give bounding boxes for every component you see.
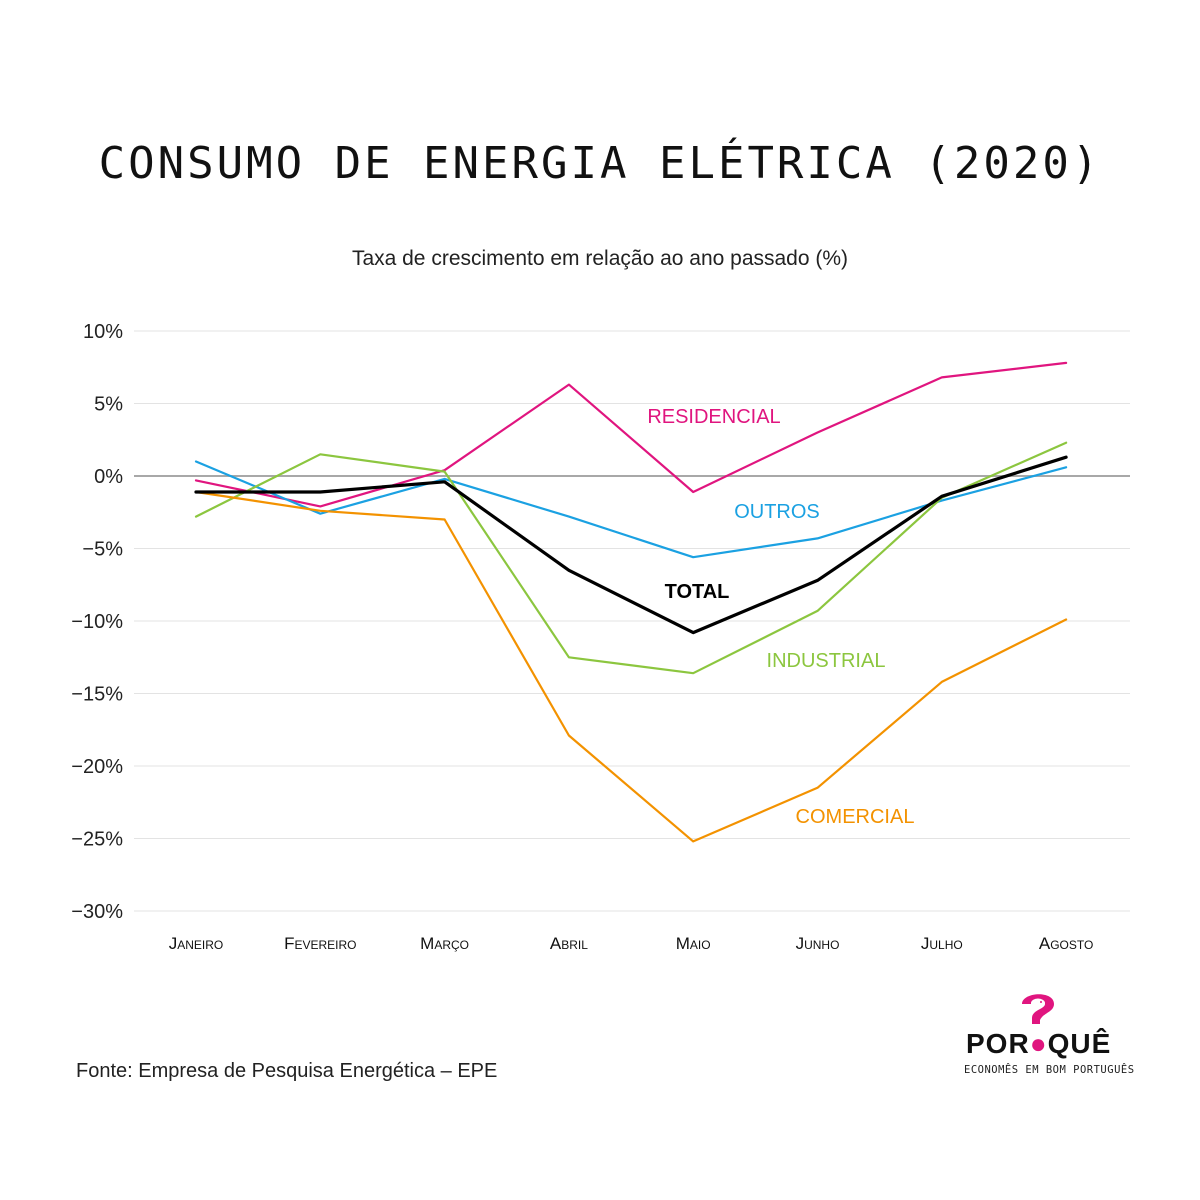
x-tick-label: Abril	[550, 934, 588, 953]
x-tick-label: Maio	[676, 934, 711, 953]
y-tick-label: −20%	[71, 756, 123, 778]
y-tick-label: −25%	[71, 829, 123, 851]
chart-subtitle: Taxa de crescimento em relação ao ano pa…	[351, 247, 849, 270]
logo-word-left: POR	[966, 1028, 1030, 1059]
series-line-comercial	[194, 490, 1068, 843]
series-label-industrial: INDUSTRIAL	[767, 650, 886, 672]
logo-dot-icon: ●	[1029, 1028, 1048, 1059]
y-tick-label: 10%	[83, 321, 123, 343]
y-tick-label: 0%	[94, 466, 123, 488]
series-line-residencial	[194, 361, 1068, 508]
y-tick-label: −30%	[71, 901, 123, 923]
series-line-outros	[194, 460, 1068, 559]
chart-title: CONSUMO DE ENERGIA ELÉTRICA (2020)	[98, 138, 1102, 189]
line-chart: 10% 5% 0% −5% −10% −15% −20% −25% −30% Janeiro Fev…	[71, 321, 1130, 953]
series-line-industrial	[194, 441, 1068, 675]
x-tick-label: Junho	[796, 934, 840, 953]
logo-word-right: QUÊ	[1047, 1028, 1112, 1059]
series-label-comercial: COMERCIAL	[796, 806, 915, 828]
series-label-outros: OUTROS	[734, 501, 820, 523]
question-mark-piggy-icon	[1022, 994, 1054, 1024]
y-tick-label: −5%	[82, 539, 123, 561]
x-tick-label: Março	[420, 934, 469, 953]
series-line-total	[194, 455, 1068, 635]
x-tick-label: Fevereiro	[284, 934, 356, 953]
series-label-total: TOTAL	[665, 581, 730, 603]
y-tick-label: −15%	[71, 684, 123, 706]
x-tick-label: Janeiro	[169, 934, 224, 953]
x-tick-label: Agosto	[1039, 934, 1093, 953]
logo-tagline: ECONOMÊS EM BOM PORTUGUÊS	[964, 1064, 1135, 1076]
porque-logo: POR●QUÊ ECONOMÊS EM BOM PORTUGUÊS	[960, 988, 1134, 1083]
logo-wordmark: POR●QUÊ	[966, 1028, 1111, 1060]
y-tick-label: 5%	[94, 394, 123, 416]
x-tick-label: Julho	[921, 934, 963, 953]
y-tick-label: −10%	[71, 611, 123, 633]
series-label-residencial: RESIDENCIAL	[647, 406, 780, 428]
source-note: Fonte: Empresa de Pesquisa Energética – …	[76, 1060, 498, 1082]
